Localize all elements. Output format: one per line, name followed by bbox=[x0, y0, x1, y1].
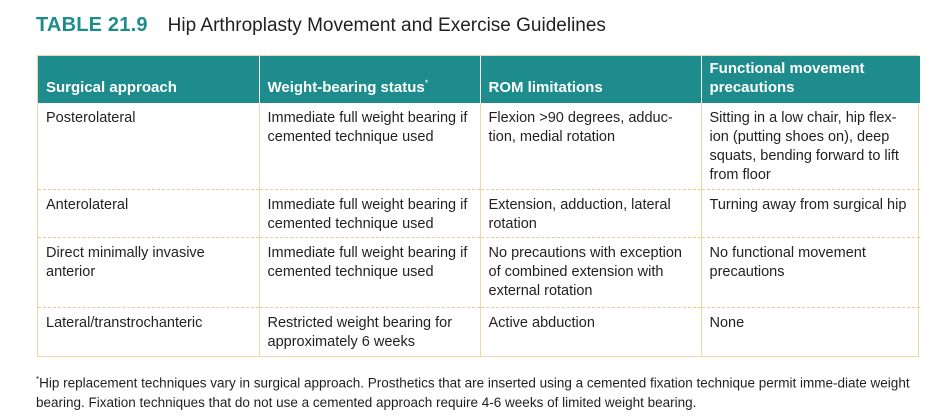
table-title: Hip Arthroplasty Movement and Exercise G… bbox=[167, 15, 606, 36]
guidelines-table: Surgical approach Weight-bearing status*… bbox=[38, 56, 920, 356]
cell-precautions: Sitting in a low chair, hip flex-ion (pu… bbox=[700, 103, 920, 189]
footnote-marker: * bbox=[424, 78, 429, 88]
table-row: Posterolateral Immediate full weight bea… bbox=[38, 103, 920, 189]
cell-rom-limitations: Active abduction bbox=[479, 306, 701, 356]
header-surgical-approach-label: Surgical approach bbox=[46, 79, 177, 96]
cell-surgical-approach: Posterolateral bbox=[46, 110, 136, 126]
footnote-marker: * bbox=[36, 375, 40, 384]
table-row: Lateral/transtrochanteric Restricted wei… bbox=[38, 306, 920, 356]
footnote-text: Hip replacement techniques vary in surgi… bbox=[36, 375, 910, 410]
table-row: Anterolateral Immediate full weight bear… bbox=[38, 188, 920, 237]
header-rom-label: ROM limitations bbox=[488, 79, 603, 96]
table-header-row: Surgical approach Weight-bearing status*… bbox=[38, 56, 920, 103]
table-footnote: *Hip replacement techniques vary in surg… bbox=[36, 370, 916, 412]
cell-rom-limitations: Extension, adduction, lateral rotation bbox=[479, 188, 701, 237]
cell-rom-limitations: Flexion >90 degrees, adduc-tion, medial … bbox=[479, 103, 701, 189]
guidelines-table-container: Surgical approach Weight-bearing status*… bbox=[37, 55, 920, 357]
cell-precautions: Turning away from surgical hip bbox=[700, 188, 920, 237]
cell-surgical-approach: Lateral/transtrochanteric bbox=[38, 306, 259, 356]
cell-weight-bearing: Immediate full weight bearing if cemente… bbox=[258, 236, 480, 307]
header-weight-bearing-status: Weight-bearing status* bbox=[258, 56, 480, 103]
cell-precautions: None bbox=[700, 306, 920, 356]
header-surgical-approach: Surgical approach bbox=[38, 56, 259, 103]
cell-precautions: No functional movement precautions bbox=[700, 236, 920, 307]
header-functional-movement-precautions: Functional movement precautions bbox=[700, 56, 920, 103]
cell-rom-limitations: No precautions with exception of combine… bbox=[479, 236, 701, 307]
cell-surgical-approach: Direct minimally invasive anterior bbox=[38, 236, 259, 307]
header-weight-bearing-label: Weight-bearing status bbox=[267, 79, 425, 96]
table-row: Direct minimally invasive anterior Immed… bbox=[38, 236, 920, 307]
cell-weight-bearing: Immediate full weight bearing if cemente… bbox=[258, 103, 480, 189]
cell-surgical-approach: Anterolateral bbox=[38, 188, 259, 237]
cell-weight-bearing: Restricted weight bearing for approximat… bbox=[258, 306, 480, 356]
header-precautions-label: Functional movement precautions bbox=[709, 60, 865, 96]
table-number: TABLE 21.9 bbox=[36, 14, 148, 36]
table-title-row: TABLE 21.9 Hip Arthroplasty Movement and… bbox=[36, 14, 606, 44]
cell-weight-bearing: Immediate full weight bearing if cemente… bbox=[258, 188, 480, 237]
header-rom-limitations: ROM limitations bbox=[479, 56, 701, 103]
